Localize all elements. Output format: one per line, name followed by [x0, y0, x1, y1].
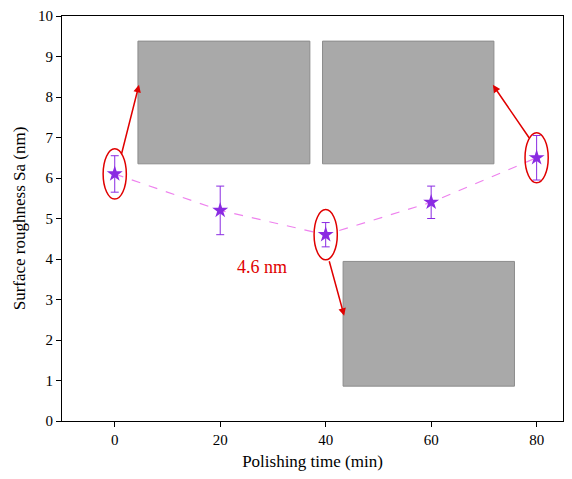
- svg-text:20: 20: [213, 432, 228, 448]
- svg-text:3: 3: [46, 292, 54, 308]
- svg-text:8: 8: [46, 89, 54, 105]
- svg-text:0: 0: [111, 432, 119, 448]
- svg-text:7: 7: [46, 130, 54, 146]
- svg-text:4.6 nm: 4.6 nm: [237, 257, 287, 277]
- svg-text:5: 5: [46, 211, 54, 227]
- svg-text:6: 6: [46, 170, 54, 186]
- svg-text:2: 2: [46, 332, 54, 348]
- svg-text:9: 9: [46, 49, 54, 65]
- svg-text:1: 1: [46, 373, 54, 389]
- svg-text:10: 10: [38, 8, 53, 24]
- svg-text:40: 40: [318, 432, 333, 448]
- svg-text:Polishing time (min): Polishing time (min): [242, 452, 383, 471]
- svg-text:60: 60: [424, 432, 439, 448]
- svg-text:0: 0: [46, 413, 54, 429]
- svg-text:4: 4: [46, 251, 54, 267]
- svg-text:80: 80: [529, 432, 544, 448]
- svg-text:Surface roughness Sa (nm): Surface roughness Sa (nm): [10, 127, 29, 311]
